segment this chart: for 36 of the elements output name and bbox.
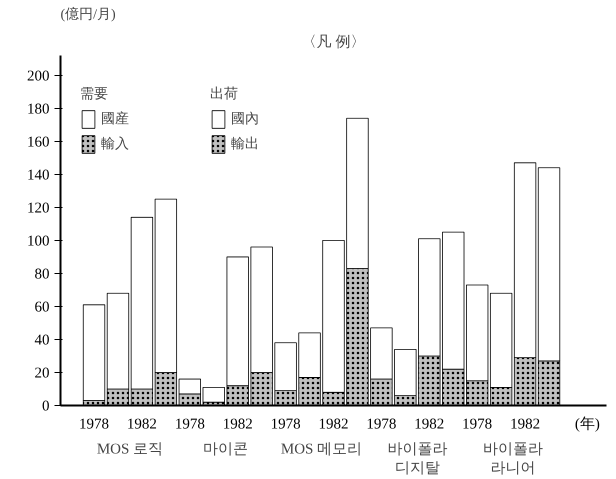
x-tick-label: 1978 <box>79 416 110 432</box>
annotation: 出荷 <box>210 86 239 103</box>
y-tick-label: 40 <box>34 332 50 348</box>
y-tick-label: 160 <box>27 134 50 150</box>
y-tick-label: 140 <box>27 167 50 184</box>
annotation: 需要 <box>80 86 109 103</box>
chart-title: 〈凡 例〉 <box>302 34 366 50</box>
x-tick-label: 1982 <box>414 416 444 432</box>
text: MOS 로직 <box>96 442 164 458</box>
text: 바이폴라 라니어 <box>483 442 544 477</box>
x-tick-label: 1978 <box>270 416 301 432</box>
text: 마이콘 <box>203 442 248 458</box>
y-axis-title: (億円/月) <box>60 6 116 22</box>
x-tick-label: 1978 <box>174 416 205 432</box>
y-tick-label: 180 <box>27 101 50 118</box>
text: 바이폴라 디지탈 <box>387 442 448 477</box>
x-tick-label: 1982 <box>126 416 157 432</box>
y-tick-label: 0 <box>42 398 50 414</box>
x-tick-label: 1982 <box>222 416 253 432</box>
x-tick-label: 1982 <box>510 416 540 432</box>
x-tick-label: 1978 <box>462 416 492 432</box>
y-tick-label: 80 <box>34 266 50 282</box>
y-tick-label: 60 <box>34 299 50 316</box>
legend-label: 國産 <box>101 110 129 128</box>
bar <box>82 304 106 401</box>
legend-label: 輸出 <box>231 136 259 153</box>
y-tick-label: 20 <box>34 365 50 382</box>
text: MOS 메모리 <box>280 442 362 458</box>
y-tick-label: 200 <box>27 68 50 84</box>
y-tick-label: 100 <box>27 233 50 250</box>
x-tick-label: 1978 <box>366 416 396 432</box>
x-axis-title: (年) <box>574 416 600 432</box>
legend-label: 國內 <box>231 110 259 128</box>
legend-label: 輸入 <box>101 136 129 153</box>
x-tick-label: 1982 <box>318 416 348 432</box>
y-tick-label: 120 <box>27 200 50 216</box>
